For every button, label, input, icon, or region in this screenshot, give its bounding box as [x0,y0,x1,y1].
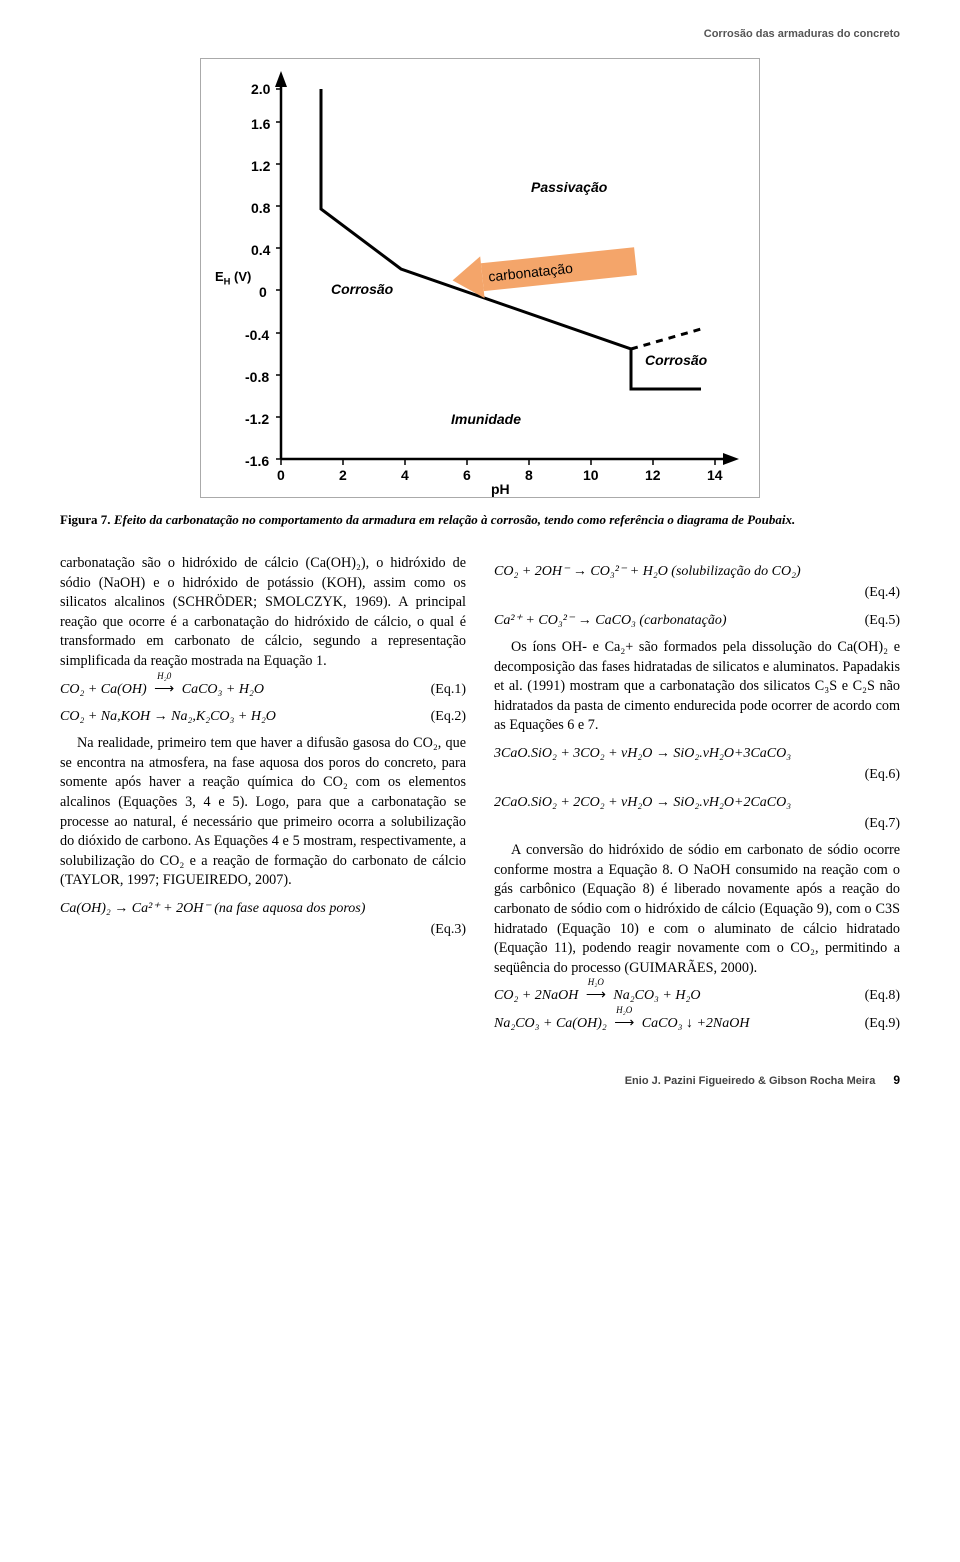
column-left: carbonatação são o hidróxido de cálcio (… [60,554,466,1041]
para: A conversão do hidróxido de sódio em car… [494,841,900,978]
figure-caption-text: Efeito da carbonatação no comportamento … [114,512,795,527]
eq-body: CO₂ + Na,KOH → Na₂,K₂CO₃ + H₂O [60,707,276,726]
column-right: CO₂ + 2OH⁻ → CO₃²⁻ + H₂O (solubilização … [494,554,900,1041]
eq-after: CaCO₃ ↓ +2NaOH [642,1016,750,1031]
equation-3-num: (Eq.3) [60,920,466,939]
figure-caption: Figura 7. Efeito da carbonatação no comp… [60,512,900,528]
x-axis-label: pH [491,481,510,497]
eq-num: (Eq.1) [425,680,466,699]
para: carbonatação são o hidróxido de cálcio (… [60,554,466,672]
eq-body: 3CaO.SiO₂ + 3CO₂ + vH₂O → SiO₂.vH₂O+3CaC… [494,744,791,763]
ytick: 2.0 [251,81,270,97]
eq-num: (Eq.3) [425,920,466,939]
equation-2: CO₂ + Na,KOH → Na₂,K₂CO₃ + H₂O (Eq.2) [60,707,466,726]
eq-body: CO₂ + Ca(OH) [60,682,147,697]
page-number: 9 [893,1073,900,1087]
eq-num: (Eq.7) [859,814,900,833]
equation-7: 2CaO.SiO₂ + 2CO₂ + vH₂O → SiO₂.vH₂O+2CaC… [494,793,900,812]
xtick: 2 [339,467,347,483]
eq-over: H₂O [616,1004,632,1016]
equation-1: CO₂ + Ca(OH) H₂0⟶ CaCO₃ + H₂O (Eq.1) [60,680,466,699]
eq-num: (Eq.8) [859,986,900,1005]
eq-num: (Eq.2) [425,707,466,726]
callout-label: carbonatação [481,247,637,291]
eq-over: H₂0 [157,670,171,682]
equation-8: CO₂ + 2NaOH H₂O⟶ Na₂CO₃ + H₂O (Eq.8) [494,986,900,1005]
eq-num: (Eq.9) [859,1014,900,1033]
ytick: 0.8 [251,200,270,216]
eq-num: (Eq.4) [859,583,900,602]
running-header: Corrosão das armaduras do concreto [60,28,900,40]
region-passivation: Passivação [531,179,607,195]
region-corrosion-2: Corrosão [645,352,707,368]
xtick: 4 [401,467,409,483]
ytick: -1.2 [245,411,269,427]
xtick: 10 [583,467,599,483]
equation-6: 3CaO.SiO₂ + 3CO₂ + vH₂O → SiO₂.vH₂O+3CaC… [494,744,900,763]
equation-6-num: (Eq.6) [494,765,900,784]
xtick: 12 [645,467,661,483]
para: Os íons OH- e Ca₂+ são formados pela dis… [494,638,900,736]
equation-4: CO₂ + 2OH⁻ → CO₃²⁻ + H₂O (solubilização … [494,562,900,581]
ytick: 1.2 [251,158,270,174]
ytick: -0.4 [245,327,269,343]
eq-after: Na₂CO₃ + H₂O [613,988,700,1003]
equation-5: Ca²⁺ + CO₃²⁻ → CaCO₃ (carbonatação) (Eq.… [494,611,900,630]
region-immunity: Imunidade [451,411,521,427]
footer-authors: Enio J. Pazini Figueiredo & Gibson Rocha… [625,1075,876,1087]
equation-7-num: (Eq.7) [494,814,900,833]
figure-number: Figura 7. [60,512,111,527]
eq-body: Ca²⁺ + CO₃²⁻ → CaCO₃ (carbonatação) [494,611,727,630]
page-footer: Enio J. Pazini Figueiredo & Gibson Rocha… [60,1073,900,1087]
eq-num: (Eq.5) [859,611,900,630]
eq-num: (Eq.6) [859,765,900,784]
pourbaix-diagram: -1.6 -1.2 -0.8 -0.4 0 0.4 0.8 1.2 1.6 2.… [200,58,760,498]
eq-body: 2CaO.SiO₂ + 2CO₂ + vH₂O → SiO₂.vH₂O+2CaC… [494,793,791,812]
ytick: 0.4 [251,242,270,258]
eq-body: Na₂CO₃ + Ca(OH)₂ [494,1016,607,1031]
ytick: 0 [259,284,267,300]
callout-arrow-icon [450,256,484,301]
equation-4-num: (Eq.4) [494,583,900,602]
y-axis-label: EH (V) [215,269,251,284]
ytick: 1.6 [251,116,270,132]
xtick: 14 [707,467,723,483]
eq-after: CaCO₃ + H₂O [182,682,264,697]
equation-9: Na₂CO₃ + Ca(OH)₂ H₂O⟶ CaCO₃ ↓ +2NaOH (Eq… [494,1014,900,1033]
eq-body: CO₂ + 2OH⁻ → CO₃²⁻ + H₂O (solubilização … [494,562,801,581]
equation-3: Ca(OH)₂ → Ca²⁺ + 2OH⁻ (na fase aquosa do… [60,899,466,918]
para: Na realidade, primeiro tem que haver a d… [60,734,466,891]
ytick: -0.8 [245,369,269,385]
xtick: 8 [525,467,533,483]
eq-body: Ca(OH)₂ → Ca²⁺ + 2OH⁻ (na fase aquosa do… [60,899,365,918]
ytick: -1.6 [245,453,269,469]
xtick: 0 [277,467,285,483]
region-corrosion: Corrosão [331,281,393,297]
eq-over: H₂O [588,976,604,988]
xtick: 6 [463,467,471,483]
eq-body: CO₂ + 2NaOH [494,988,578,1003]
